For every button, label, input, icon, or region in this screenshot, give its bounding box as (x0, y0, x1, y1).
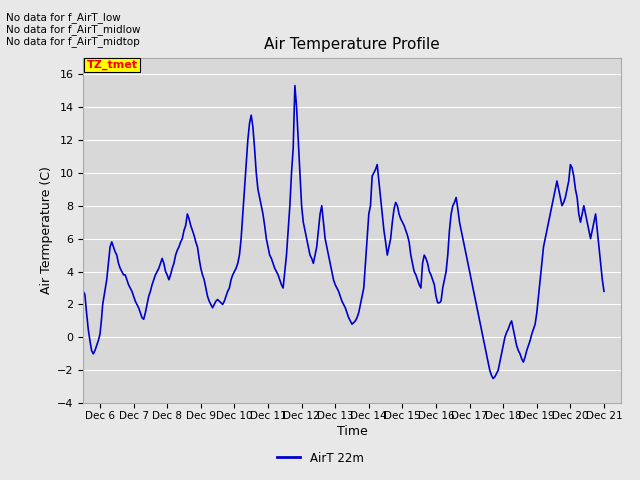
Text: No data for f_AirT_midlow: No data for f_AirT_midlow (6, 24, 141, 35)
Title: Air Temperature Profile: Air Temperature Profile (264, 37, 440, 52)
Text: TZ_tmet: TZ_tmet (86, 60, 138, 70)
Y-axis label: Air Termperature (C): Air Termperature (C) (40, 167, 53, 294)
Legend: AirT 22m: AirT 22m (272, 447, 368, 469)
X-axis label: Time: Time (337, 425, 367, 438)
Text: No data for f_AirT_midtop: No data for f_AirT_midtop (6, 36, 140, 47)
Text: No data for f_AirT_low: No data for f_AirT_low (6, 12, 121, 23)
